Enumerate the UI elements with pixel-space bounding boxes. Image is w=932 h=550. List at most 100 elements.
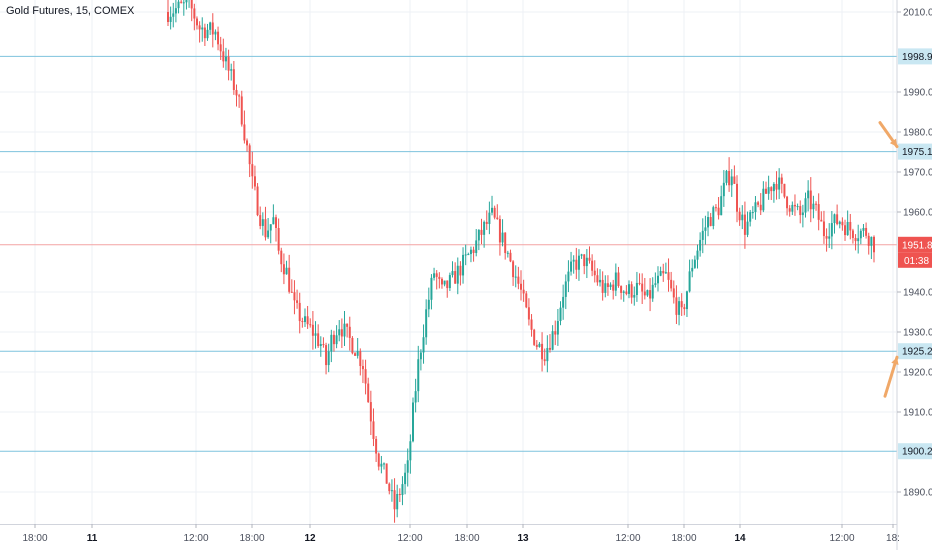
candle-body <box>298 302 301 322</box>
candle-body <box>743 214 746 235</box>
candle-body <box>846 221 849 236</box>
y-tick-label: 1940.0 <box>903 288 932 299</box>
y-tick-label: 2010.0 <box>903 8 932 19</box>
candle-body <box>662 270 665 274</box>
candle-body <box>251 164 254 177</box>
candle <box>646 289 649 297</box>
candle <box>348 316 351 351</box>
candle-body <box>422 337 425 353</box>
annotation-arrow[interactable] <box>883 355 899 398</box>
x-tick-label: 14 <box>734 533 746 544</box>
candle-body <box>430 277 433 300</box>
x-tick-label: 13 <box>517 533 529 544</box>
candle-body <box>580 254 583 256</box>
candle <box>469 246 472 263</box>
candle <box>185 0 188 10</box>
candle-body <box>870 236 873 246</box>
candle <box>219 36 222 60</box>
candle-body <box>356 351 359 356</box>
candle-body <box>717 207 720 216</box>
candle <box>685 290 688 317</box>
candle-body <box>712 207 715 226</box>
candle-body <box>859 230 862 239</box>
candle-body <box>809 190 812 210</box>
candle <box>780 173 783 194</box>
candle-body <box>851 230 854 238</box>
candle-body <box>764 188 767 194</box>
candle <box>238 93 241 108</box>
candle <box>546 335 549 373</box>
candle-body <box>267 230 270 238</box>
candle-body <box>290 291 293 293</box>
candle-body <box>849 221 852 231</box>
candle <box>649 278 652 312</box>
candle-body <box>264 219 267 238</box>
candle <box>638 273 641 286</box>
candle <box>696 244 699 269</box>
candle-body <box>554 331 557 335</box>
candle <box>678 296 681 326</box>
candle-body <box>367 383 370 403</box>
candle-body <box>591 260 594 271</box>
annotation-arrow[interactable] <box>878 121 899 149</box>
candle-body <box>198 25 201 30</box>
candle <box>778 168 781 200</box>
candle <box>193 3 196 31</box>
candle-body <box>390 490 393 492</box>
candle <box>388 482 391 495</box>
candle-body <box>862 227 865 231</box>
candle <box>169 6 172 30</box>
candle-body <box>678 301 681 315</box>
candle-body <box>248 145 251 165</box>
candle <box>693 255 696 269</box>
candle-body <box>174 8 177 14</box>
candle-body <box>496 217 499 220</box>
candle-body <box>246 140 249 146</box>
x-tick-label: 18:00 <box>454 533 479 544</box>
candle <box>809 177 812 223</box>
candle-body <box>683 307 686 310</box>
candle <box>477 229 480 251</box>
candle <box>707 211 710 237</box>
candle-body <box>317 333 320 347</box>
candle-body <box>224 56 227 62</box>
candle-body <box>575 259 578 270</box>
candle-body <box>209 22 212 30</box>
candle-body <box>651 284 654 299</box>
candle-body <box>699 239 702 251</box>
candle <box>743 201 746 249</box>
candle <box>253 165 256 191</box>
price-axis[interactable] <box>897 0 932 550</box>
candle <box>264 206 267 241</box>
candle-body <box>343 323 346 337</box>
candle <box>182 0 185 16</box>
candle <box>585 248 588 279</box>
candle <box>514 265 517 288</box>
candle-body <box>404 472 407 485</box>
countdown-label-bg <box>898 252 932 268</box>
candle-body <box>398 493 401 496</box>
candle <box>667 258 670 292</box>
candle <box>844 219 847 241</box>
candle-body <box>873 236 875 253</box>
candle <box>354 352 357 356</box>
candle-body <box>275 217 278 228</box>
candle-body <box>533 329 536 345</box>
candle-body <box>269 224 272 231</box>
candle <box>364 359 367 395</box>
candle <box>485 210 488 230</box>
candle-body <box>414 391 417 403</box>
candle-body <box>235 89 238 96</box>
candle <box>830 210 833 250</box>
candle-body <box>306 316 309 325</box>
level-price-label: 1925.2 <box>902 347 932 358</box>
candle <box>172 2 175 28</box>
candle <box>462 247 465 284</box>
candle <box>817 193 820 231</box>
candle-body <box>372 421 375 439</box>
candle <box>498 215 501 256</box>
candle <box>446 280 449 298</box>
y-tick-label: 1930.0 <box>903 328 932 339</box>
